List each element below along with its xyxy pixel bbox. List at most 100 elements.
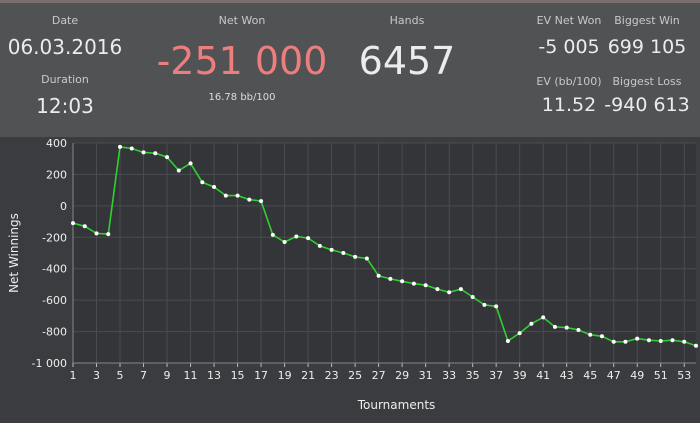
data-point bbox=[165, 155, 170, 160]
y-tick-label: -600 bbox=[42, 294, 67, 307]
ev-bb100-value: 11.52 bbox=[541, 94, 597, 116]
data-point bbox=[482, 302, 487, 307]
data-point bbox=[82, 224, 87, 229]
top-accent-line bbox=[0, 0, 700, 3]
data-point bbox=[223, 193, 228, 198]
data-point bbox=[423, 283, 428, 288]
x-tick-label: 23 bbox=[325, 369, 339, 382]
data-point bbox=[400, 279, 405, 284]
duration-label: Duration bbox=[41, 73, 89, 86]
data-point bbox=[388, 276, 393, 281]
data-point bbox=[576, 328, 581, 332]
data-point bbox=[341, 251, 346, 255]
x-tick-label: 3 bbox=[93, 369, 100, 382]
x-tick-label: 13 bbox=[207, 369, 221, 382]
net-won-label: Net Won bbox=[218, 14, 266, 27]
plot-area bbox=[73, 143, 696, 363]
data-point bbox=[106, 232, 111, 237]
x-axis-label: Tournaments bbox=[357, 398, 436, 412]
data-point bbox=[306, 236, 311, 241]
hands-label: Hands bbox=[389, 14, 425, 27]
x-tick-label: 15 bbox=[231, 369, 245, 382]
data-point bbox=[458, 287, 463, 292]
x-tick-label: 45 bbox=[583, 369, 597, 382]
data-point bbox=[188, 161, 193, 166]
x-tick-label: 35 bbox=[466, 369, 480, 382]
data-point bbox=[435, 287, 440, 292]
data-point bbox=[670, 338, 675, 343]
x-tick-label: 7 bbox=[140, 369, 147, 382]
data-point bbox=[118, 144, 123, 149]
data-point bbox=[505, 339, 510, 343]
data-point bbox=[694, 343, 698, 348]
data-point bbox=[494, 304, 499, 309]
x-tick-label: 25 bbox=[348, 369, 362, 382]
stats-panel: Date 06.03.2016 Duration 12:03 Net Won -… bbox=[0, 3, 700, 137]
data-point bbox=[529, 321, 534, 326]
data-point bbox=[623, 339, 628, 344]
x-tick-label: 51 bbox=[654, 369, 668, 382]
data-point bbox=[294, 234, 299, 239]
biggest-win-value: 699 105 bbox=[607, 36, 687, 58]
data-point bbox=[588, 332, 593, 337]
net-won-value: -251 000 bbox=[156, 39, 328, 83]
y-tick-label: -800 bbox=[42, 326, 67, 339]
data-point bbox=[329, 247, 334, 252]
y-tick-label: -1 000 bbox=[32, 357, 67, 370]
hands-value: 6457 bbox=[358, 39, 456, 83]
data-point bbox=[212, 185, 217, 189]
x-tick-label: 1 bbox=[70, 369, 77, 382]
data-point bbox=[129, 146, 134, 151]
data-point bbox=[517, 331, 522, 336]
x-tick-label: 5 bbox=[117, 369, 124, 382]
duration-value: 12:03 bbox=[36, 94, 94, 118]
data-point bbox=[552, 324, 557, 329]
y-tick-label: 0 bbox=[60, 200, 67, 213]
date-value: 06.03.2016 bbox=[7, 35, 123, 59]
data-point bbox=[317, 243, 322, 248]
ev-bb100-label: EV (bb/100) bbox=[536, 75, 602, 88]
data-point bbox=[71, 221, 75, 226]
data-point bbox=[153, 151, 158, 156]
data-point bbox=[682, 339, 687, 344]
net-winnings-chart: 400 200 0 -200 -400 -600 -800 -1 000 1 3 5 7 9 11 13 15… bbox=[0, 137, 700, 419]
data-point bbox=[259, 199, 264, 204]
x-tick-label: 19 bbox=[278, 369, 292, 382]
x-tick-label: 41 bbox=[536, 369, 550, 382]
ev-net-won-label: EV Net Won bbox=[536, 14, 602, 27]
data-point bbox=[270, 232, 275, 237]
x-tick-label: 9 bbox=[164, 369, 171, 382]
data-point bbox=[541, 315, 546, 320]
data-point bbox=[200, 180, 205, 185]
y-axis-label: Net Winnings bbox=[7, 213, 21, 293]
data-point bbox=[611, 339, 616, 344]
data-point bbox=[282, 240, 287, 244]
data-point bbox=[353, 254, 358, 259]
data-point bbox=[364, 256, 369, 261]
y-tick-label: -400 bbox=[42, 263, 67, 276]
biggest-win-label: Biggest Win bbox=[614, 14, 680, 27]
data-point bbox=[141, 150, 146, 155]
x-tick-label: 39 bbox=[513, 369, 527, 382]
y-tick-label: 400 bbox=[46, 137, 67, 150]
x-tick-label: 11 bbox=[184, 369, 198, 382]
net-won-bb100: 16.78 bb/100 bbox=[208, 92, 276, 103]
y-tick-label: 200 bbox=[46, 168, 67, 181]
data-point bbox=[646, 338, 651, 343]
data-point bbox=[447, 290, 452, 295]
data-point bbox=[176, 168, 181, 173]
x-tick-label: 29 bbox=[395, 369, 409, 382]
ev-net-won-value: -5 005 bbox=[538, 36, 600, 58]
x-tick-label: 49 bbox=[630, 369, 644, 382]
x-tick-label: 43 bbox=[560, 369, 574, 382]
x-tick-label: 33 bbox=[442, 369, 456, 382]
data-point bbox=[411, 281, 416, 286]
date-label: Date bbox=[51, 14, 79, 27]
x-tick-label: 37 bbox=[489, 369, 503, 382]
data-point bbox=[470, 295, 475, 299]
x-tick-label: 17 bbox=[254, 369, 268, 382]
x-tick-label: 21 bbox=[301, 369, 315, 382]
x-tick-label: 47 bbox=[607, 369, 621, 382]
biggest-loss-label: Biggest Loss bbox=[612, 75, 682, 88]
